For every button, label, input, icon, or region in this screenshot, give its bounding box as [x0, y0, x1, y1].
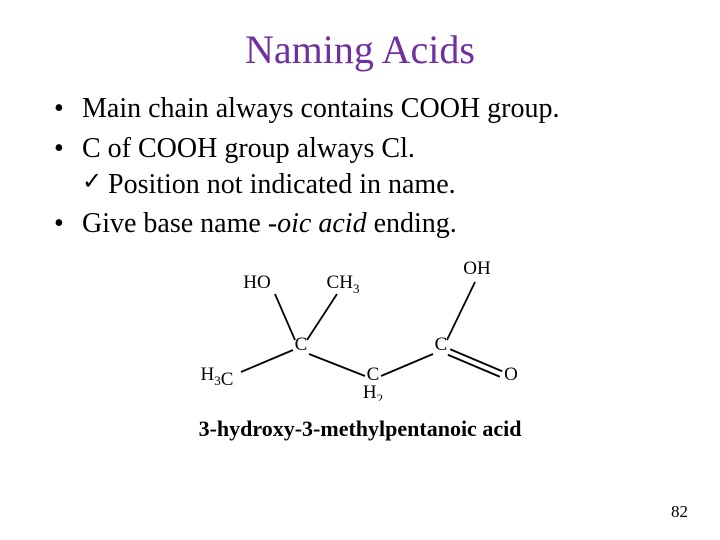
bullet-3-suffix: ending. — [367, 208, 457, 239]
svg-text:C: C — [435, 334, 448, 355]
bullet-1: Main chain always contains COOH group. — [82, 91, 672, 127]
bullet-list: Main chain always contains COOH group. C… — [48, 91, 672, 242]
bullet-2: C of COOH group always Cl. Position not … — [82, 131, 672, 203]
bullet-2-sub: Position not indicated in name. — [108, 167, 672, 203]
chemical-structure: H3CCHOCH3CH2COHO — [195, 246, 525, 401]
structure-container: H3CCHOCH3CH2COHO — [48, 246, 672, 406]
bullet-3-prefix: Give base name — [82, 208, 268, 239]
svg-text:H3C: H3C — [201, 364, 234, 390]
svg-text:OH: OH — [463, 258, 491, 279]
bullet-2-sub-text: Position not indicated in name. — [108, 169, 456, 200]
svg-text:H2: H2 — [363, 382, 383, 401]
svg-text:CH3: CH3 — [327, 272, 360, 296]
bullet-2-sublist: Position not indicated in name. — [82, 167, 672, 203]
slide-container: Naming Acids Main chain always contains … — [0, 0, 720, 442]
slide-title: Naming Acids — [48, 26, 672, 73]
bullet-2-text: C of COOH group always Cl. — [82, 133, 415, 164]
page-number: 82 — [671, 502, 688, 522]
bullet-3-italic: -oic acid — [268, 208, 367, 239]
svg-text:C: C — [295, 334, 308, 355]
bullet-3: Give base name -oic acid ending. — [82, 206, 672, 242]
structure-caption: 3-hydroxy-3-methylpentanoic acid — [48, 416, 672, 442]
bullet-1-text: Main chain always contains COOH group. — [82, 93, 559, 124]
svg-text:HO: HO — [243, 272, 270, 293]
svg-text:O: O — [504, 364, 518, 385]
